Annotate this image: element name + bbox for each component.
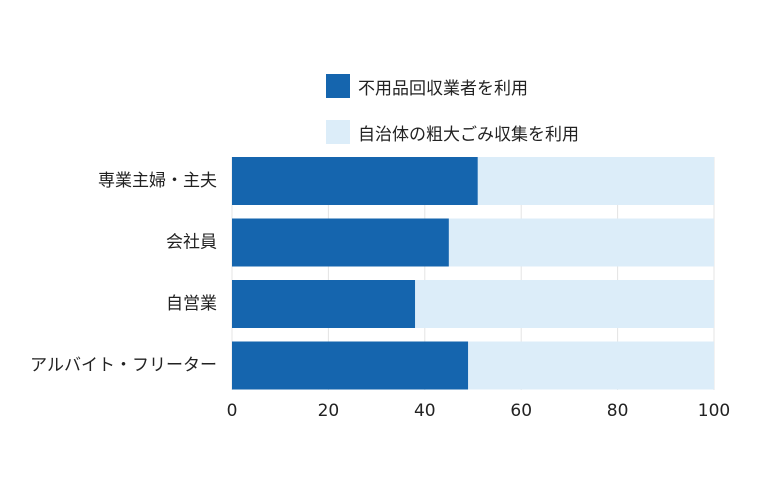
legend: 不用品回収業者を利用 自治体の粗大ごみ収集を利用 bbox=[326, 74, 579, 166]
legend-swatch-recycler bbox=[326, 74, 350, 98]
legend-label-recycler: 不用品回収業者を利用 bbox=[358, 78, 528, 99]
x-tick-label: 100 bbox=[698, 401, 730, 421]
legend-label-municipal: 自治体の粗大ごみ収集を利用 bbox=[358, 124, 579, 145]
x-tick-label: 40 bbox=[414, 401, 436, 421]
bar-segment-recycler bbox=[232, 280, 416, 328]
x-tick-labels: 0 20 40 60 80 100 bbox=[227, 401, 731, 421]
bar-segment-recycler bbox=[232, 341, 469, 390]
x-tick-label: 60 bbox=[510, 401, 532, 421]
x-tick-label: 80 bbox=[607, 401, 629, 421]
bar-segment-recycler bbox=[232, 157, 478, 205]
bars bbox=[232, 157, 714, 390]
legend-item-recycler: 不用品回収業者を利用 bbox=[326, 74, 579, 99]
category-label: 専業主婦・主夫 bbox=[98, 171, 217, 191]
category-label: 会社員 bbox=[166, 233, 217, 253]
x-tick-label: 0 bbox=[227, 401, 238, 421]
legend-swatch-municipal bbox=[326, 120, 350, 144]
category-label: 自営業 bbox=[166, 294, 217, 314]
bar-segment-municipal bbox=[448, 218, 714, 267]
x-tick-label: 20 bbox=[318, 401, 340, 421]
category-label: アルバイト・フリーター bbox=[30, 356, 217, 376]
bar-segment-municipal bbox=[477, 157, 714, 205]
bar-segment-municipal bbox=[468, 341, 714, 390]
bar-segment-recycler bbox=[232, 218, 449, 267]
legend-item-municipal: 自治体の粗大ごみ収集を利用 bbox=[326, 120, 579, 145]
bar-segment-municipal bbox=[415, 280, 714, 328]
